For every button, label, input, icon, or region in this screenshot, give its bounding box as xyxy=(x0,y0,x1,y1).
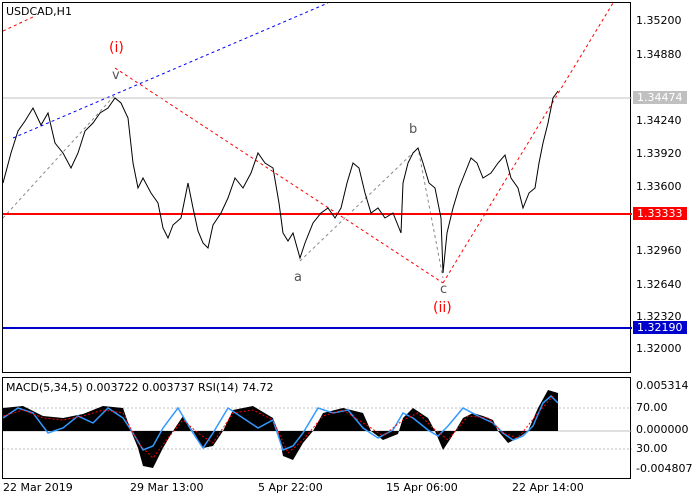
wave-label-ii: (ii) xyxy=(433,300,452,316)
price-axis-label: 1.34880 xyxy=(636,48,682,61)
time-axis-label: 22 Mar 2019 xyxy=(3,481,73,494)
indicator-chart[interactable]: MACD(5,34,5) 0.003722 0.003737 RSI(14) 7… xyxy=(2,377,632,479)
indicator-title: MACD(5,34,5) 0.003722 0.003737 RSI(14) 7… xyxy=(6,381,274,394)
macd-histogram xyxy=(3,390,558,468)
indicator-plot xyxy=(3,390,632,468)
current-price-tag: 1.34474 xyxy=(633,91,687,104)
target-price-tag: 1.32190 xyxy=(633,321,687,334)
indicator-axis-label: 30.00 xyxy=(636,442,668,455)
indicator-axis-label: -0.004807 xyxy=(636,462,693,475)
price-axis-label: 1.32640 xyxy=(636,278,682,291)
price-axis-label: 1.32320 xyxy=(636,310,682,323)
channel-lower-line xyxy=(3,16,34,32)
indicator-axis-label: 0.005314 xyxy=(636,379,689,392)
wave-base-path xyxy=(3,94,116,219)
signal-line xyxy=(3,395,554,459)
time-axis-label: 5 Apr 22:00 xyxy=(258,481,323,494)
wave-ii-up-path xyxy=(442,3,614,284)
wave-label-a: a xyxy=(294,270,302,285)
price-axis-label: 1.35200 xyxy=(636,14,682,27)
wave-i-ii-path xyxy=(114,67,444,284)
indicator-axis-label: 0.000000 xyxy=(636,423,689,436)
price-axis-label: 1.34240 xyxy=(636,114,682,127)
indicator-axis-label: 70.00 xyxy=(636,401,668,414)
time-axis-label: 29 Mar 13:00 xyxy=(130,481,204,494)
support-price-tag: 1.33333 xyxy=(633,207,687,220)
price-axis-label: 1.32000 xyxy=(636,342,682,355)
chart-title: USDCAD,H1 xyxy=(6,5,72,18)
time-axis-label: 15 Apr 06:00 xyxy=(386,481,458,494)
price-series xyxy=(3,90,559,274)
wave-label-v: v xyxy=(112,68,120,83)
price-chart[interactable]: (i) v b a c (ii) USDCAD,H1 xyxy=(2,2,632,373)
price-axis-label: 1.32960 xyxy=(636,244,682,257)
wave-label-c: c xyxy=(440,282,447,297)
wave-label-b: b xyxy=(409,122,417,137)
price-plot: (i) v b a c (ii) xyxy=(3,3,632,329)
wave-label-i: (i) xyxy=(109,40,124,56)
time-axis-label: 22 Apr 14:00 xyxy=(512,481,584,494)
price-axis-label: 1.33600 xyxy=(636,180,682,193)
price-axis-label: 1.33920 xyxy=(636,147,682,160)
channel-upper-line xyxy=(12,3,329,139)
